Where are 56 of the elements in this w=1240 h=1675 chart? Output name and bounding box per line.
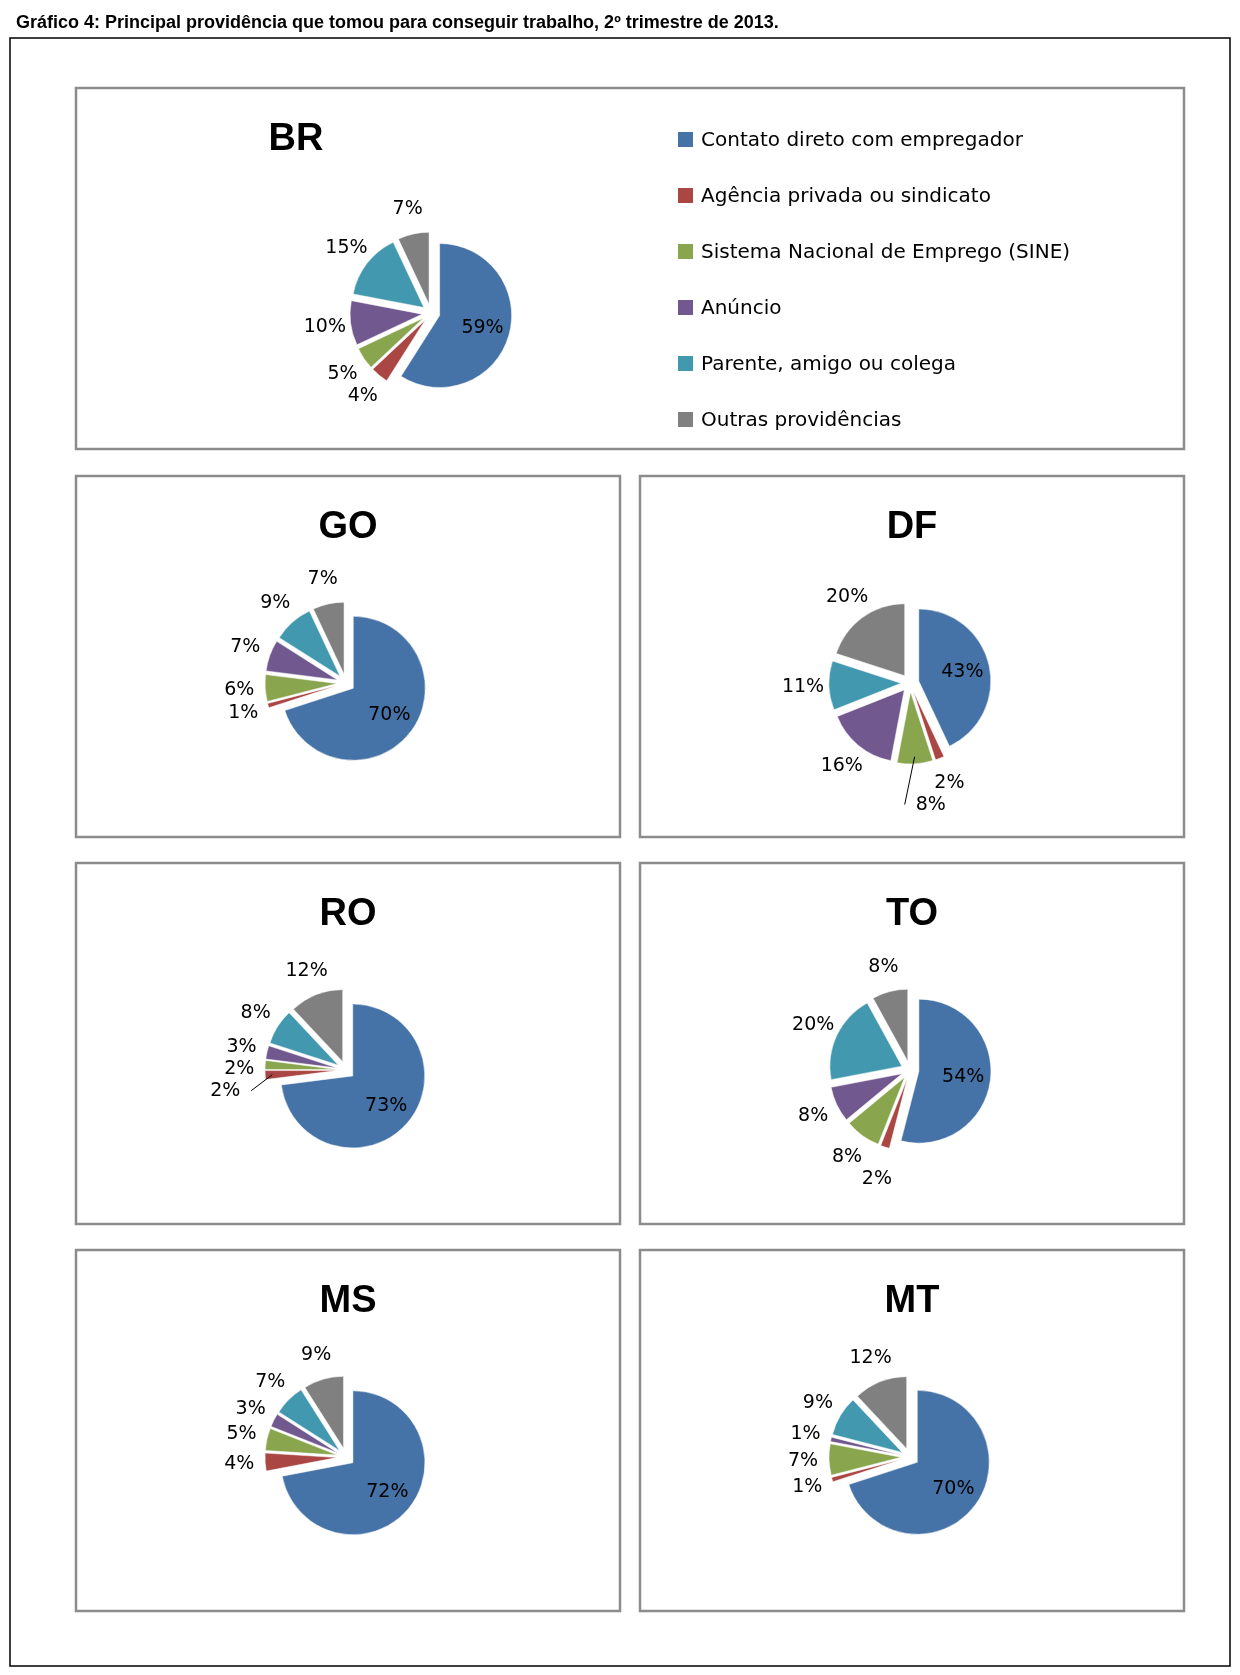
legend-label: Anúncio <box>701 294 782 319</box>
data-label: 16% <box>820 752 863 775</box>
legend-label: Contato direto com empregador <box>701 126 1024 151</box>
data-label: 9% <box>301 1341 332 1364</box>
data-label: 43% <box>941 658 984 681</box>
data-label: 54% <box>942 1064 985 1087</box>
chart-title: MS <box>319 1278 377 1320</box>
data-label: 2% <box>934 769 965 792</box>
data-label: 7% <box>255 1368 286 1391</box>
data-label: 20% <box>825 583 869 606</box>
chart-title: GO <box>318 504 378 546</box>
data-label: 3% <box>235 1395 266 1418</box>
data-label: 8% <box>832 1144 863 1167</box>
chart-title: RO <box>319 891 377 933</box>
data-label: 7% <box>787 1447 819 1470</box>
data-label: 8% <box>240 1000 271 1023</box>
data-label: 59% <box>461 315 504 338</box>
data-label: 9% <box>802 1390 833 1413</box>
data-label: 1% <box>790 1421 821 1444</box>
data-label: 4% <box>224 1451 255 1474</box>
data-label: 73% <box>365 1092 408 1115</box>
data-label: 3% <box>226 1034 257 1057</box>
data-label: 1% <box>792 1474 823 1497</box>
data-label: 7% <box>230 634 261 657</box>
text: BR <box>268 116 324 158</box>
chart-title: DF <box>886 504 938 546</box>
data-label: 1% <box>228 700 259 723</box>
legend-label: Outras providências <box>701 406 902 431</box>
data-label: 5% <box>226 1421 257 1444</box>
data-label: 12% <box>849 1345 892 1368</box>
chart-title: MT <box>884 1278 940 1320</box>
data-label: 7% <box>307 566 338 589</box>
data-label: 7% <box>392 196 423 219</box>
legend-label: Parente, amigo ou colega <box>701 350 956 375</box>
data-label: 5% <box>327 360 358 383</box>
data-label: 8% <box>915 791 946 814</box>
data-label: 11% <box>781 673 825 696</box>
legend-label: Agência privada ou sindicato <box>701 182 991 207</box>
data-label: 15% <box>325 234 368 257</box>
data-label: 4% <box>347 382 378 405</box>
data-label: 10% <box>303 313 346 336</box>
data-label: 2% <box>224 1056 255 1079</box>
data-label: 8% <box>868 953 899 976</box>
chart-title: TO <box>885 891 939 933</box>
data-label: 70% <box>368 702 411 725</box>
data-label: 9% <box>260 590 291 613</box>
data-label: 8% <box>798 1103 829 1126</box>
data-label: 2% <box>861 1166 893 1189</box>
text: Gráfico 4: Principal providência que tomou para conseguir trabalho, 2º trimestre de 2013. <box>16 12 779 32</box>
data-label: 72% <box>366 1478 409 1501</box>
data-label: 70% <box>932 1476 975 1499</box>
data-label: 6% <box>224 677 255 700</box>
data-label: 12% <box>285 958 328 981</box>
data-label: 2% <box>210 1078 241 1101</box>
data-label: 20% <box>792 1011 835 1034</box>
legend-label: Sistema Nacional de Emprego (SINE) <box>701 238 1071 263</box>
